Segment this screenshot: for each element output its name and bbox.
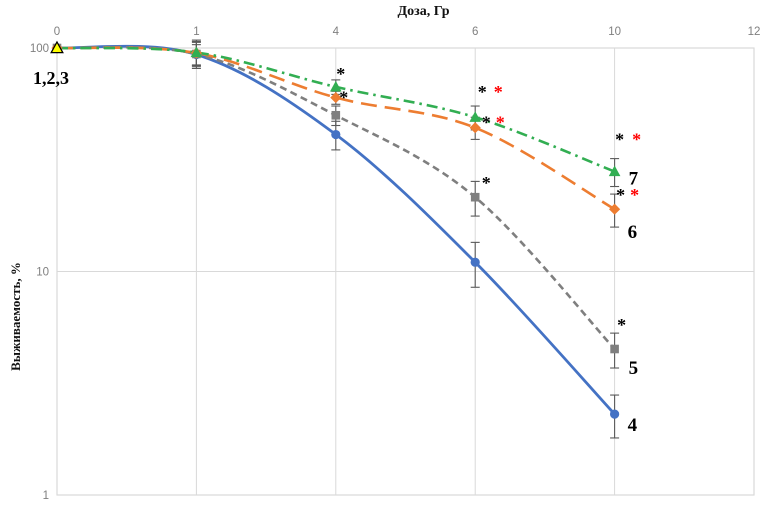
marker-square-series-5 bbox=[610, 344, 619, 354]
marker-square-series-5 bbox=[470, 192, 480, 202]
significance-asterisk-black: * bbox=[482, 113, 491, 133]
curve-label-5: 5 bbox=[629, 358, 639, 379]
marker-diamond-series-6 bbox=[330, 91, 342, 104]
x-tick-label: 1 bbox=[193, 26, 199, 38]
y-tick-label: 10 bbox=[36, 267, 49, 279]
marker-triangle-series-7 bbox=[330, 80, 342, 92]
x-tick-label: 4 bbox=[333, 26, 340, 38]
significance-asterisk-black: * bbox=[339, 88, 348, 108]
marker-diamond-series-6 bbox=[609, 203, 621, 215]
marker-circle-series-4 bbox=[331, 129, 341, 140]
curve-label-4: 4 bbox=[628, 415, 638, 436]
significance-asterisk-black: * bbox=[482, 173, 491, 193]
marker-triangle-series-7 bbox=[469, 111, 481, 122]
y-tick-label: 1 bbox=[43, 490, 49, 502]
x-tick-label: 12 bbox=[748, 26, 761, 38]
marker-triangle-series-7 bbox=[608, 165, 621, 177]
significance-asterisk-red: * bbox=[632, 130, 641, 150]
marker-circle-series-4 bbox=[470, 257, 480, 267]
significance-asterisk-black: * bbox=[617, 315, 626, 335]
significance-asterisk-red: * bbox=[496, 113, 505, 133]
significance-asterisk-black: * bbox=[336, 64, 345, 84]
curve-label-7: 7 bbox=[629, 169, 639, 190]
marker-square-series-5 bbox=[331, 110, 341, 120]
x-tick-label: 10 bbox=[608, 26, 621, 38]
significance-asterisk-black: * bbox=[616, 185, 625, 205]
marker-circle-series-4 bbox=[610, 409, 620, 419]
significance-asterisk-black: * bbox=[478, 82, 487, 102]
x-tick-label: 6 bbox=[472, 26, 478, 38]
y-axis-title: Выживаемость, % bbox=[8, 262, 23, 371]
significance-asterisk-red: * bbox=[494, 82, 503, 102]
plot-border bbox=[56, 47, 755, 496]
marker-diamond-series-6 bbox=[469, 122, 481, 134]
marker-triangle-series-7 bbox=[190, 46, 203, 58]
x-axis-title: Доза, Гр bbox=[397, 4, 449, 19]
marker-triangle-series-1-2-3 bbox=[50, 40, 64, 54]
significance-asterisk-red: * bbox=[630, 185, 639, 205]
curve-label-6: 6 bbox=[628, 222, 638, 243]
x-tick-label: 0 bbox=[54, 26, 60, 38]
significance-asterisk-black: * bbox=[615, 130, 624, 150]
y-tick-label: 100 bbox=[30, 43, 49, 55]
curve-label-1-2-3: 1,2,3 bbox=[33, 68, 69, 88]
